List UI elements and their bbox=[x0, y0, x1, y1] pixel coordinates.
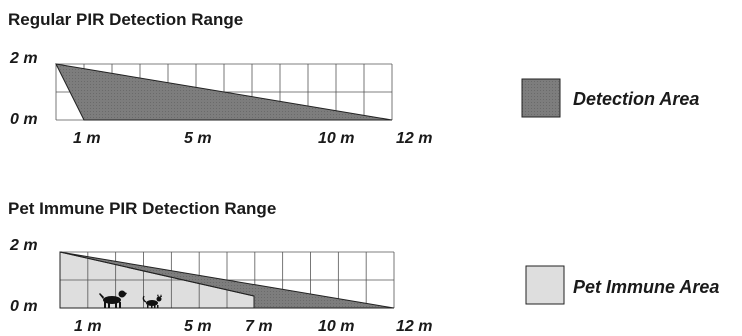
legend-pet-immune: Pet Immune Area bbox=[525, 265, 719, 305]
regular-x-label-10m: 10 m bbox=[318, 130, 354, 147]
pet-x-label-10m: 10 m bbox=[318, 318, 354, 335]
legend-pet-immune-label: Pet Immune Area bbox=[573, 277, 719, 297]
legend-detection-label: Detection Area bbox=[573, 89, 699, 109]
pet-x-label-5m: 5 m bbox=[184, 318, 212, 335]
regular-pir-diagram: Regular PIR Detection Range 2 m 0 m 1 m … bbox=[8, 10, 432, 147]
pet-y-label-top: 2 m bbox=[9, 237, 38, 254]
pet-immune-outline bbox=[59, 251, 255, 309]
legend-detection-swatch bbox=[521, 78, 561, 118]
pet-y-label-bottom: 0 m bbox=[10, 298, 38, 315]
pet-x-label-12m: 12 m bbox=[396, 318, 432, 335]
regular-detection-area bbox=[55, 63, 393, 121]
regular-x-label-1m: 1 m bbox=[73, 130, 101, 147]
dog-icon bbox=[99, 290, 127, 308]
regular-x-label-12m: 12 m bbox=[396, 130, 432, 147]
legend-detection: Detection Area bbox=[521, 78, 699, 118]
pet-x-label-1m: 1 m bbox=[74, 318, 102, 335]
pet-immune-diagram-title: Pet Immune PIR Detection Range bbox=[8, 199, 276, 218]
legend-pet-immune-swatch bbox=[525, 265, 565, 305]
pet-x-label-7m: 7 m bbox=[245, 318, 273, 335]
regular-y-label-top: 2 m bbox=[9, 50, 38, 67]
cat-icon bbox=[142, 294, 162, 309]
regular-diagram-title: Regular PIR Detection Range bbox=[8, 10, 243, 29]
pet-immune-pir-diagram: Pet Immune PIR Detection Range 2 m 0 m bbox=[8, 199, 432, 335]
regular-x-label-5m: 5 m bbox=[184, 130, 212, 147]
regular-y-label-bottom: 0 m bbox=[10, 111, 38, 128]
